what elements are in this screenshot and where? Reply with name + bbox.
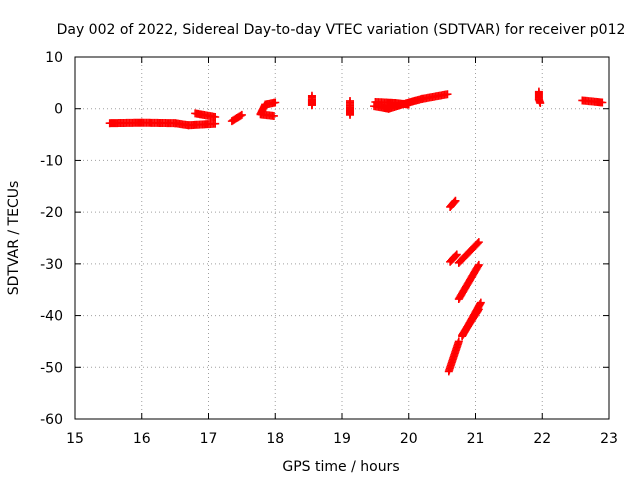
data-point bbox=[473, 239, 482, 248]
x-axis-label: GPS time / hours bbox=[282, 459, 399, 475]
x-tick-label: 21 bbox=[467, 431, 485, 447]
y-tick-label: -20 bbox=[40, 205, 63, 221]
data-point bbox=[474, 260, 483, 269]
data-point bbox=[536, 99, 545, 108]
data-point bbox=[237, 110, 246, 119]
data-point bbox=[452, 250, 461, 259]
data-point bbox=[454, 337, 463, 346]
x-tick-label: 16 bbox=[133, 431, 151, 447]
data-point bbox=[451, 251, 460, 260]
data-point bbox=[474, 238, 483, 247]
data-point bbox=[443, 90, 452, 99]
y-axis-label: SDTVAR / TECUs bbox=[6, 181, 22, 296]
axis-ticks: 15 16 17 18 19 20 21 22 23 10 0 -10 -20 -30 -40 -50 -60 bbox=[40, 50, 618, 447]
data-point bbox=[404, 100, 413, 109]
grid bbox=[75, 57, 609, 419]
data-points bbox=[105, 87, 607, 376]
x-tick-label: 18 bbox=[266, 431, 284, 447]
data-point bbox=[269, 111, 278, 120]
data-point bbox=[476, 298, 485, 307]
y-tick-label: 0 bbox=[54, 102, 63, 118]
y-tick-label: -60 bbox=[40, 412, 63, 428]
x-tick-label: 15 bbox=[66, 431, 84, 447]
data-point bbox=[307, 91, 316, 100]
chart-title: Day 002 of 2022, Sidereal Day-to-day VTE… bbox=[57, 22, 626, 38]
data-point bbox=[346, 110, 355, 119]
data-point bbox=[598, 98, 607, 107]
x-tick-label: 22 bbox=[533, 431, 551, 447]
x-tick-label: 23 bbox=[600, 431, 618, 447]
data-point bbox=[211, 112, 220, 121]
y-tick-label: -50 bbox=[40, 360, 63, 376]
data-point bbox=[451, 196, 460, 205]
data-point bbox=[450, 197, 459, 206]
data-point bbox=[474, 262, 483, 271]
y-tick-label: -10 bbox=[40, 153, 63, 169]
x-tick-label: 20 bbox=[400, 431, 418, 447]
y-tick-label: -40 bbox=[40, 309, 63, 325]
data-point bbox=[211, 119, 220, 128]
y-tick-label: 10 bbox=[45, 50, 63, 66]
y-tick-label: -30 bbox=[40, 257, 63, 273]
data-point bbox=[271, 98, 280, 107]
x-tick-label: 19 bbox=[333, 431, 351, 447]
x-tick-label: 17 bbox=[200, 431, 218, 447]
